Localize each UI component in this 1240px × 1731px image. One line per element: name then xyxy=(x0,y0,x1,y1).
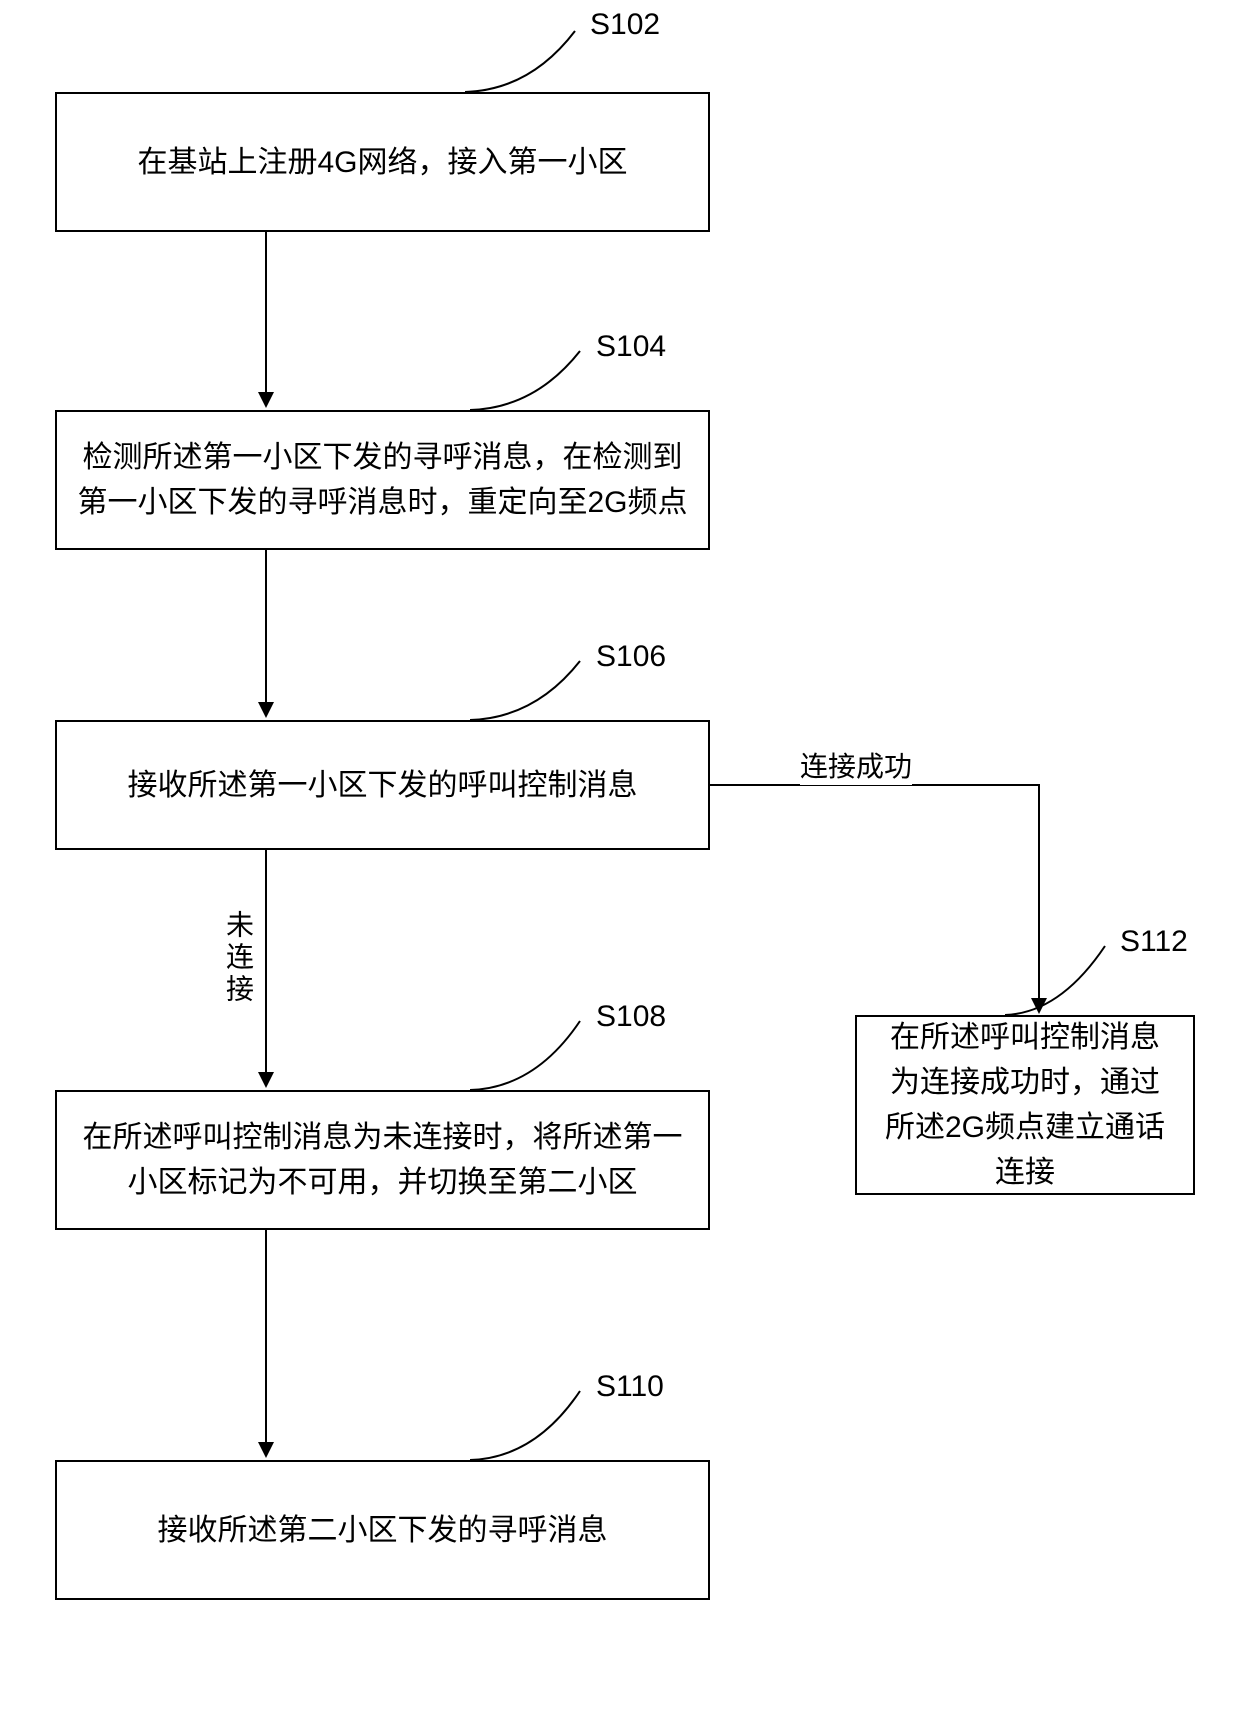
curve-s106 xyxy=(470,655,590,720)
curve-s112 xyxy=(1005,940,1115,1015)
step-label-s102: S102 xyxy=(590,8,660,42)
step-text-s102: 在基站上注册4G网络，接入第一小区 xyxy=(137,140,627,185)
step-label-s110: S110 xyxy=(596,1370,664,1404)
arrowhead-s106-s108 xyxy=(258,1072,274,1088)
step-text-s110: 接收所述第二小区下发的寻呼消息 xyxy=(158,1508,608,1553)
curve-s108 xyxy=(470,1015,590,1090)
step-box-s104: 检测所述第一小区下发的寻呼消息，在检测到第一小区下发的寻呼消息时，重定向至2G频… xyxy=(55,410,710,550)
step-label-s104: S104 xyxy=(596,330,666,364)
edge-label-success: 连接成功 xyxy=(800,745,912,785)
step-label-s106: S106 xyxy=(596,640,666,674)
arrowhead-s108-s110 xyxy=(258,1442,274,1458)
step-box-s112: 在所述呼叫控制消息为连接成功时，通过所述2G频点建立通话连接 xyxy=(855,1015,1195,1195)
step-box-s102: 在基站上注册4G网络，接入第一小区 xyxy=(55,92,710,232)
step-box-s106: 接收所述第一小区下发的呼叫控制消息 xyxy=(55,720,710,850)
step-box-s108: 在所述呼叫控制消息为未连接时，将所述第一小区标记为不可用，并切换至第二小区 xyxy=(55,1090,710,1230)
arrowhead-s102-s104 xyxy=(258,392,274,408)
curve-s110 xyxy=(470,1385,590,1460)
curve-s104 xyxy=(470,345,590,410)
step-box-s110: 接收所述第二小区下发的寻呼消息 xyxy=(55,1460,710,1600)
step-label-s112: S112 xyxy=(1120,925,1188,959)
step-text-s108: 在所述呼叫控制消息为未连接时，将所述第一小区标记为不可用，并切换至第二小区 xyxy=(77,1115,688,1205)
step-text-s112: 在所述呼叫控制消息为连接成功时，通过所述2G频点建立通话连接 xyxy=(877,1015,1173,1195)
step-text-s104: 检测所述第一小区下发的寻呼消息，在检测到第一小区下发的寻呼消息时，重定向至2G频… xyxy=(77,435,688,525)
arrowhead-s104-s106 xyxy=(258,702,274,718)
arrow-s108-s110 xyxy=(265,1230,267,1442)
edge-label-not-connected: 未连接 xyxy=(218,910,258,1006)
step-label-s108: S108 xyxy=(596,1000,666,1034)
arrow-s104-s106 xyxy=(265,550,267,702)
step-text-s106: 接收所述第一小区下发的呼叫控制消息 xyxy=(128,763,638,808)
arrow-s102-s104 xyxy=(265,232,267,392)
arrow-s106-s108 xyxy=(265,850,267,1072)
curve-s102 xyxy=(465,25,585,92)
